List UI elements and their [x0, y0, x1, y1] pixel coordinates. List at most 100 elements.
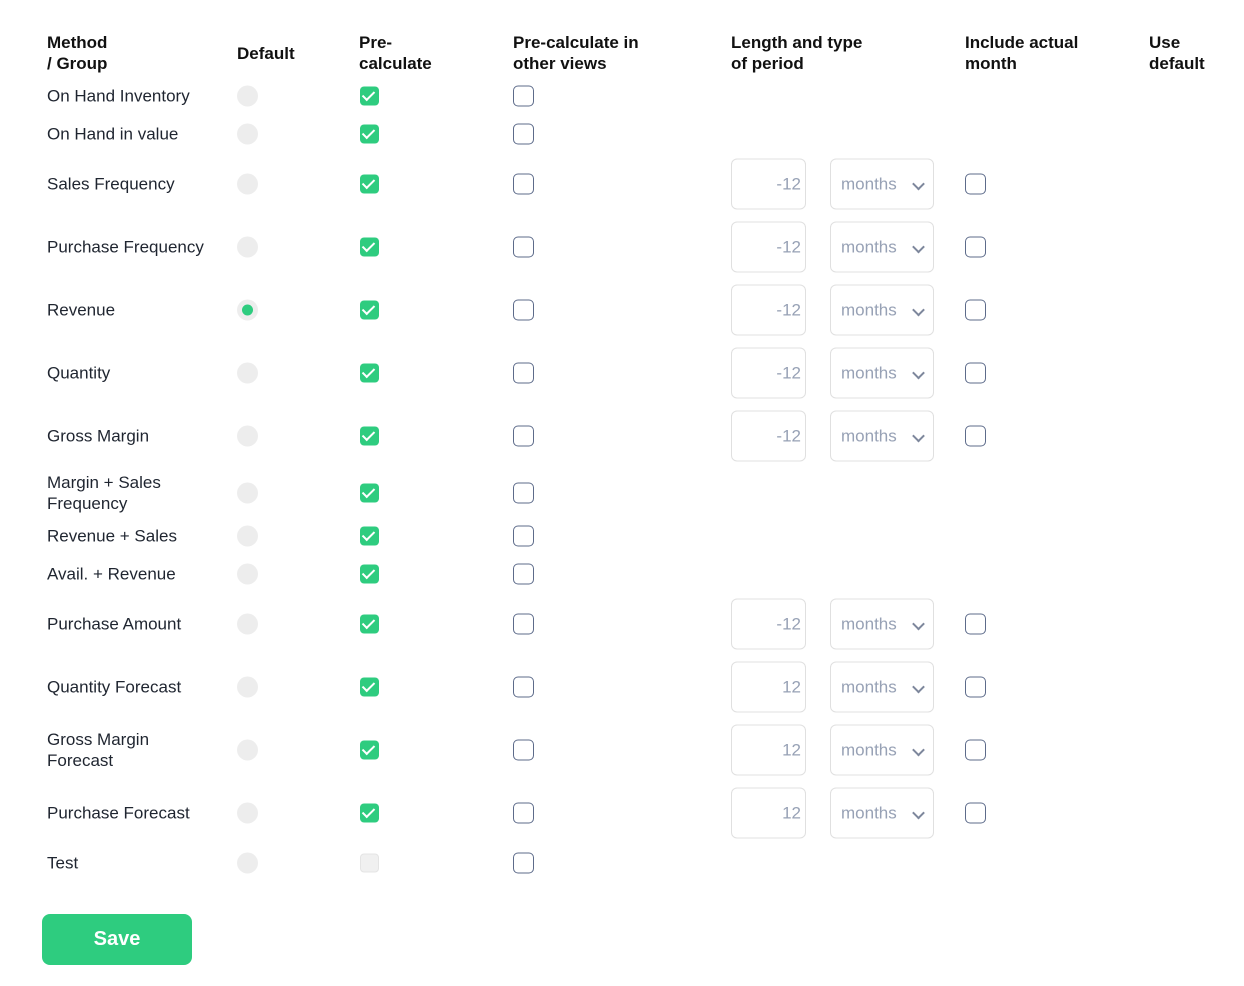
include-actual-month-checkbox[interactable] [965, 299, 986, 321]
save-button[interactable]: Save [42, 914, 192, 965]
method-name: Gross Margin Forecast [47, 730, 150, 770]
header-method: Method / Group [47, 33, 108, 73]
include-actual-month-checkbox[interactable] [965, 236, 986, 258]
include-actual-month-checkbox[interactable] [965, 739, 986, 761]
period-length-input[interactable]: 12 [731, 661, 806, 713]
default-radio[interactable] [237, 739, 258, 761]
include-actual-month-checkbox[interactable] [965, 173, 986, 195]
method-name: Quantity Forecast [47, 677, 182, 697]
period-unit-select[interactable]: months [830, 661, 934, 713]
period-length-input[interactable]: -12 [731, 221, 806, 273]
precalculate-checkbox[interactable] [360, 237, 379, 257]
period-length-input[interactable]: -12 [731, 158, 806, 210]
method-name: Revenue [47, 300, 116, 320]
method-name: Purchase Frequency [47, 237, 204, 257]
other-views-checkbox[interactable] [513, 739, 534, 761]
method-name: Purchase Forecast [47, 803, 190, 823]
default-radio[interactable] [237, 123, 258, 145]
default-radio[interactable] [237, 613, 258, 635]
period-unit-select[interactable]: months [830, 598, 934, 650]
other-views-checkbox[interactable] [513, 173, 534, 195]
other-views-checkbox[interactable] [513, 123, 534, 145]
chevron-down-icon [912, 806, 925, 820]
precalculate-checkbox [360, 853, 379, 873]
chevron-down-icon [912, 429, 925, 443]
default-radio[interactable] [237, 482, 258, 504]
other-views-checkbox[interactable] [513, 236, 534, 258]
header-include-actual: Include actual month [965, 33, 1079, 73]
other-views-checkbox[interactable] [513, 299, 534, 321]
method-name: Test [47, 853, 79, 873]
include-actual-month-checkbox[interactable] [965, 362, 986, 384]
default-radio[interactable] [237, 299, 258, 321]
method-name: On Hand Inventory [47, 86, 190, 106]
precalculate-checkbox[interactable] [360, 363, 379, 383]
precalculate-checkbox[interactable] [360, 564, 379, 584]
other-views-checkbox[interactable] [513, 525, 534, 547]
include-actual-month-checkbox[interactable] [965, 802, 986, 824]
period-unit-select[interactable]: months [830, 221, 934, 273]
header-use-default: Use default [1149, 33, 1205, 73]
precalculate-checkbox[interactable] [360, 174, 379, 194]
period-unit-select[interactable]: months [830, 158, 934, 210]
period-unit-value: months [841, 803, 897, 823]
header-precalculate: Pre- calculate [359, 33, 432, 73]
other-views-checkbox[interactable] [513, 613, 534, 635]
include-actual-month-checkbox[interactable] [965, 676, 986, 698]
default-radio[interactable] [237, 173, 258, 195]
precalculate-checkbox[interactable] [360, 614, 379, 634]
chevron-down-icon [912, 240, 925, 254]
other-views-checkbox[interactable] [513, 676, 534, 698]
default-radio[interactable] [237, 236, 258, 258]
default-radio[interactable] [237, 85, 258, 107]
chevron-down-icon [912, 617, 925, 631]
method-name: Avail. + Revenue [47, 564, 176, 584]
period-unit-select[interactable]: months [830, 410, 934, 462]
period-unit-select[interactable]: months [830, 724, 934, 776]
other-views-checkbox[interactable] [513, 852, 534, 874]
precalculate-checkbox[interactable] [360, 483, 379, 503]
period-length-input[interactable]: -12 [731, 598, 806, 650]
period-length-input[interactable]: 12 [731, 724, 806, 776]
include-actual-month-checkbox[interactable] [965, 613, 986, 635]
period-unit-value: months [841, 174, 897, 194]
default-radio[interactable] [237, 802, 258, 824]
method-name: Revenue + Sales [47, 526, 177, 546]
method-name: On Hand in value [47, 124, 179, 144]
period-length-input[interactable]: 12 [731, 787, 806, 839]
precalculate-checkbox[interactable] [360, 426, 379, 446]
chevron-down-icon [912, 680, 925, 694]
default-radio[interactable] [237, 852, 258, 874]
precalculate-checkbox[interactable] [360, 677, 379, 697]
other-views-checkbox[interactable] [513, 802, 534, 824]
default-radio[interactable] [237, 563, 258, 585]
method-name: Quantity [47, 363, 111, 383]
other-views-checkbox[interactable] [513, 425, 534, 447]
period-unit-value: months [841, 363, 897, 383]
other-views-checkbox[interactable] [513, 85, 534, 107]
method-name: Sales Frequency [47, 174, 175, 194]
default-radio[interactable] [237, 425, 258, 447]
other-views-checkbox[interactable] [513, 563, 534, 585]
period-unit-value: months [841, 300, 897, 320]
period-unit-select[interactable]: months [830, 347, 934, 399]
precalculate-checkbox[interactable] [360, 300, 379, 320]
other-views-checkbox[interactable] [513, 362, 534, 384]
default-radio[interactable] [237, 362, 258, 384]
precalculate-checkbox[interactable] [360, 526, 379, 546]
default-radio[interactable] [237, 525, 258, 547]
precalculate-checkbox[interactable] [360, 740, 379, 760]
period-unit-value: months [841, 426, 897, 446]
header-other-views: Pre-calculate in other views [513, 33, 639, 73]
other-views-checkbox[interactable] [513, 482, 534, 504]
default-radio[interactable] [237, 676, 258, 698]
period-unit-select[interactable]: months [830, 284, 934, 336]
precalculate-checkbox[interactable] [360, 86, 379, 106]
period-length-input[interactable]: -12 [731, 410, 806, 462]
precalculate-checkbox[interactable] [360, 124, 379, 144]
precalculate-checkbox[interactable] [360, 803, 379, 823]
period-length-input[interactable]: -12 [731, 347, 806, 399]
include-actual-month-checkbox[interactable] [965, 425, 986, 447]
period-length-input[interactable]: -12 [731, 284, 806, 336]
period-unit-select[interactable]: months [830, 787, 934, 839]
